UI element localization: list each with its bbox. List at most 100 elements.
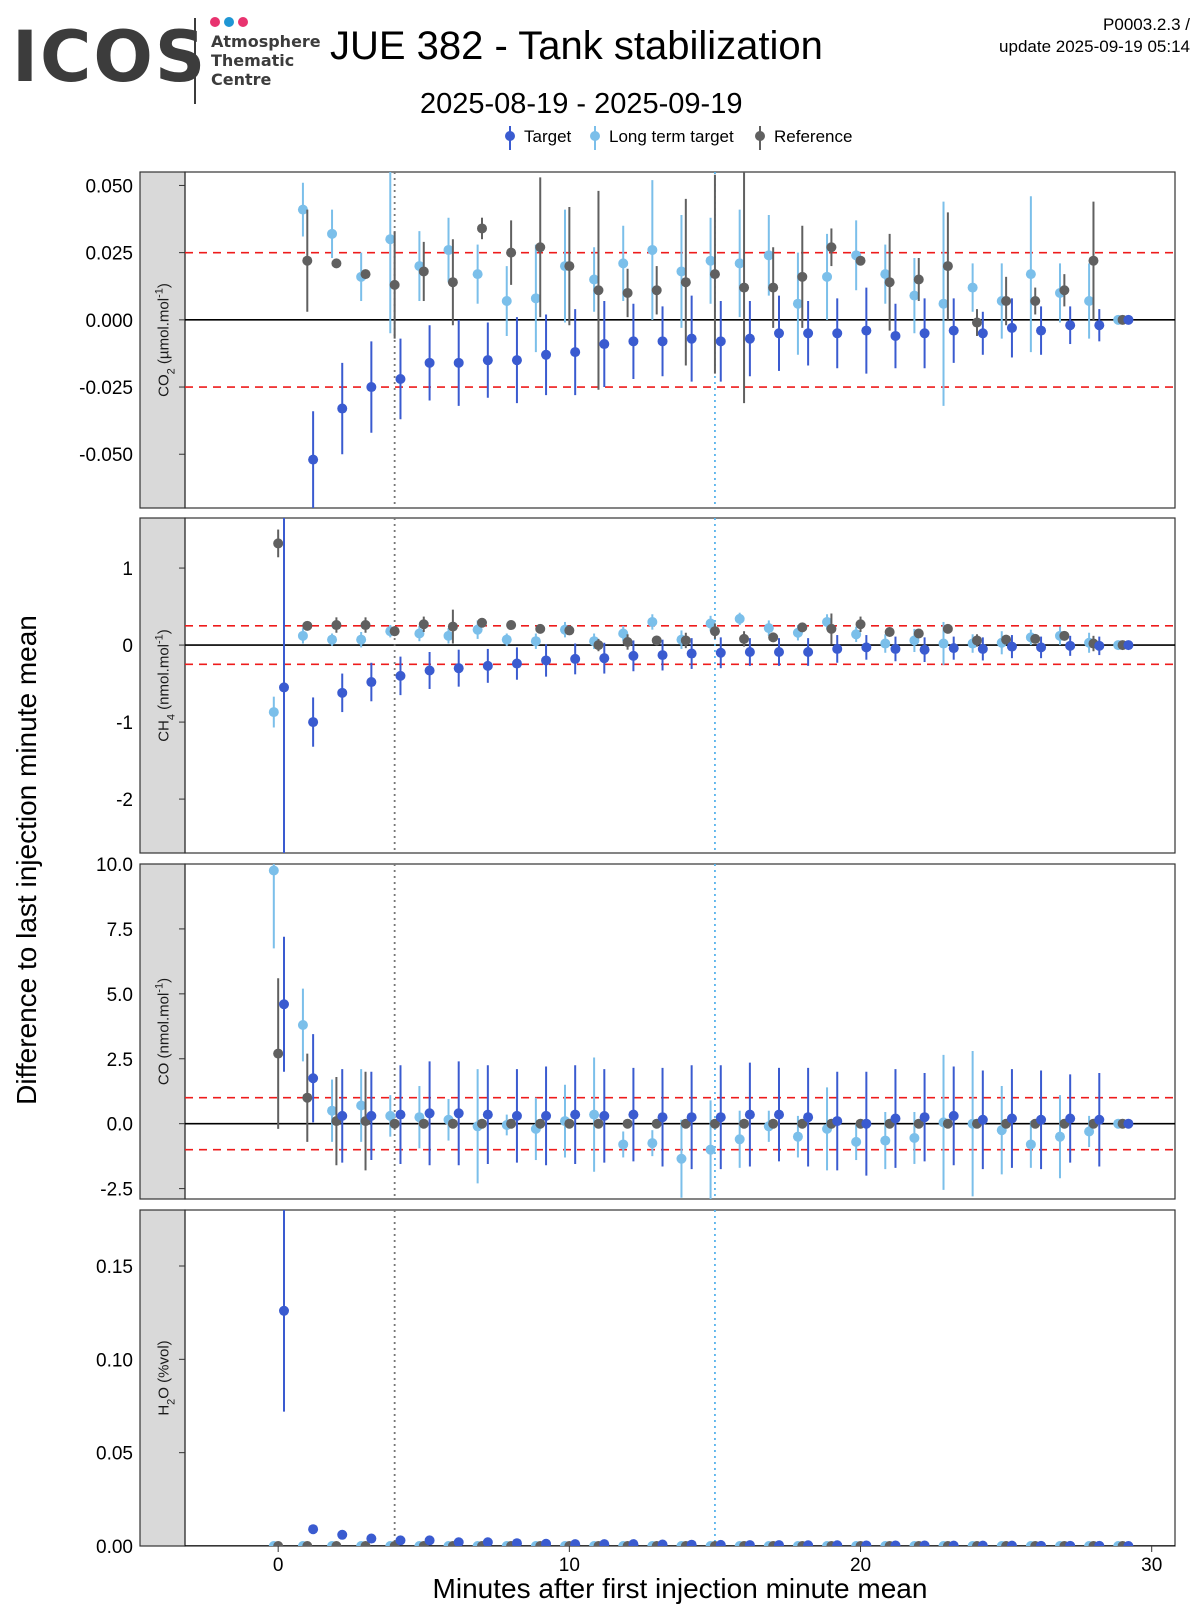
data-point bbox=[622, 1118, 633, 1129]
update-timestamp: update 2025-09-19 05:14 bbox=[999, 37, 1190, 56]
data-point bbox=[676, 1153, 687, 1164]
facet-strip-label: CH4 (nmol.mol-1) bbox=[154, 629, 178, 742]
data-point bbox=[424, 1535, 435, 1546]
series-reference bbox=[302, 172, 1128, 404]
data-point bbox=[709, 269, 720, 280]
data-point bbox=[913, 1118, 924, 1129]
data-point bbox=[734, 258, 745, 269]
data-point bbox=[1025, 269, 1036, 280]
data-point bbox=[705, 618, 716, 629]
data-point bbox=[541, 655, 552, 666]
data-point bbox=[763, 250, 774, 261]
data-point bbox=[822, 271, 833, 282]
data-point bbox=[302, 620, 313, 631]
y-tick-label: 0.00 bbox=[96, 1537, 133, 1558]
data-point bbox=[1030, 296, 1041, 307]
data-point bbox=[541, 1110, 552, 1121]
data-point bbox=[948, 1540, 959, 1546]
data-point bbox=[774, 328, 784, 339]
chart-title: JUE 382 - Tank stabilization bbox=[330, 24, 823, 68]
strip-unit: (nmol.mol bbox=[156, 993, 173, 1063]
data-point bbox=[482, 1109, 493, 1120]
data-point bbox=[477, 1118, 487, 1129]
strip-subscript: 4 bbox=[166, 714, 178, 720]
data-point bbox=[705, 1144, 716, 1155]
data-point bbox=[297, 630, 308, 641]
y-tick-label: 0.025 bbox=[85, 244, 133, 265]
data-point bbox=[501, 296, 512, 307]
data-point bbox=[1054, 1131, 1065, 1142]
y-tick-label: 5.0 bbox=[107, 985, 133, 1006]
series-reference bbox=[273, 529, 1128, 652]
data-point bbox=[308, 1524, 319, 1535]
data-point bbox=[530, 293, 541, 304]
data-point bbox=[1123, 314, 1134, 325]
data-point bbox=[792, 1131, 803, 1142]
data-point bbox=[337, 687, 348, 698]
data-point bbox=[482, 1537, 493, 1546]
strip-superscript: -1 bbox=[154, 634, 166, 644]
facet-strip-label: H2O (%vol) bbox=[156, 1340, 178, 1415]
logo-subtitle-line: Atmosphere bbox=[211, 32, 321, 51]
data-point bbox=[715, 336, 726, 347]
data-point bbox=[890, 1540, 901, 1546]
data-point bbox=[715, 1539, 726, 1546]
data-point bbox=[1059, 630, 1070, 641]
data-point bbox=[506, 247, 517, 258]
data-point bbox=[1094, 1540, 1105, 1546]
data-point bbox=[715, 1112, 726, 1123]
data-point bbox=[1123, 640, 1134, 651]
data-point bbox=[385, 234, 396, 245]
panel-plot-area bbox=[185, 172, 1175, 508]
data-point bbox=[1030, 633, 1041, 644]
strip-unit-end: ) bbox=[156, 283, 173, 288]
data-point bbox=[424, 1108, 435, 1119]
data-point bbox=[511, 355, 522, 366]
strip-superscript: -1 bbox=[154, 983, 166, 993]
data-point bbox=[535, 623, 546, 634]
data-point bbox=[297, 1020, 308, 1031]
data-point bbox=[599, 653, 610, 664]
version-label: P0003.2.3 / bbox=[1103, 15, 1190, 34]
legend-key-point bbox=[755, 131, 765, 141]
data-point bbox=[599, 1539, 610, 1546]
data-point bbox=[599, 1110, 610, 1121]
data-point bbox=[851, 629, 862, 640]
data-point bbox=[803, 1540, 814, 1546]
logo-wordmark: ICOS bbox=[12, 16, 208, 98]
data-point bbox=[618, 628, 629, 639]
data-point bbox=[424, 665, 435, 676]
data-point bbox=[686, 333, 697, 344]
data-point bbox=[389, 626, 400, 637]
data-point bbox=[279, 682, 289, 693]
data-point bbox=[851, 1136, 862, 1147]
data-point bbox=[366, 1110, 377, 1121]
data-point bbox=[909, 1132, 920, 1143]
data-point bbox=[744, 647, 755, 657]
data-point bbox=[418, 1118, 429, 1129]
data-point bbox=[327, 634, 338, 645]
data-point bbox=[1001, 296, 1012, 307]
strip-subscript: 2 bbox=[166, 1399, 178, 1405]
data-point bbox=[482, 355, 493, 366]
panel-2: CH4 (nmol.mol-1)10-1-2 bbox=[116, 517, 1176, 854]
data-point bbox=[443, 244, 454, 255]
facet-strip bbox=[139, 517, 186, 854]
data-point bbox=[589, 1109, 600, 1120]
data-point bbox=[739, 1118, 750, 1129]
data-point bbox=[744, 1540, 755, 1546]
data-point bbox=[855, 255, 866, 266]
data-point bbox=[395, 1109, 406, 1120]
panel-border bbox=[184, 517, 1176, 854]
data-point bbox=[356, 1100, 367, 1111]
facet-strip bbox=[139, 863, 186, 1200]
data-point bbox=[919, 644, 930, 655]
data-point bbox=[477, 617, 487, 628]
facet-strip-label: CO2 (µmol.mol-1) bbox=[154, 283, 178, 397]
data-point bbox=[948, 643, 959, 654]
data-point bbox=[506, 1118, 517, 1129]
y-tick-label: 7.5 bbox=[107, 920, 133, 941]
data-point bbox=[570, 1539, 581, 1546]
data-point bbox=[797, 1118, 808, 1129]
